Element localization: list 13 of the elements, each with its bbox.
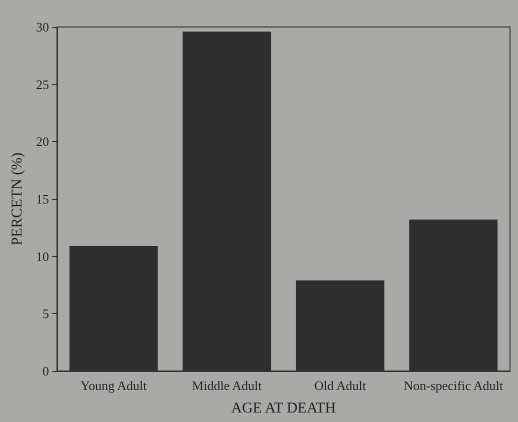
y-tick-label: 0 xyxy=(42,364,49,378)
x-tick-label: Non-specific Adult xyxy=(404,378,504,393)
y-axis-title: PERCETN (%) xyxy=(10,152,26,246)
y-tick-label: 25 xyxy=(36,76,49,92)
y-tick-label: 20 xyxy=(36,134,49,150)
y-tick-label: 10 xyxy=(36,248,49,264)
y-tick-label: 30 xyxy=(36,20,49,34)
x-tick-label: Young Adult xyxy=(80,378,148,393)
x-tick-label: Old Adult xyxy=(314,378,366,393)
x-axis-title: AGE AT DEATH xyxy=(231,400,336,416)
x-tick-label: Middle Adult xyxy=(192,378,262,393)
y-tick-label: 15 xyxy=(36,192,49,206)
y-tick-label: 5 xyxy=(42,306,49,322)
